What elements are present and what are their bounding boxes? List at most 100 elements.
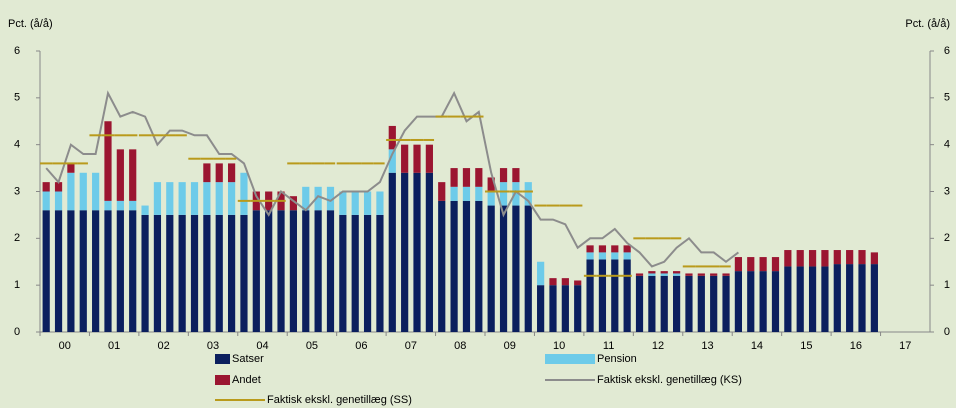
bar-segment (759, 257, 767, 272)
bar-segment (42, 210, 50, 332)
y2-tick-label: 0 (944, 326, 950, 338)
bar-segment (227, 163, 236, 183)
bar-segment (388, 172, 396, 332)
bar-segment (178, 182, 186, 215)
y-tick-label: 4 (14, 139, 20, 151)
y2-tick-label: 3 (944, 185, 950, 197)
x-tick-label: 05 (306, 340, 318, 352)
bar-segment (289, 196, 298, 211)
x-tick-label: 09 (504, 340, 516, 352)
bar-segment (425, 144, 433, 173)
bar-segment (462, 200, 471, 332)
bar-segment (561, 285, 569, 332)
bar-segment (363, 191, 372, 215)
bar-segment (660, 271, 668, 274)
bar-segment (54, 210, 63, 332)
bar-segment (104, 121, 112, 201)
bar-segment (710, 273, 718, 276)
x-tick-label: 17 (899, 340, 911, 352)
x-tick-label: 07 (405, 340, 417, 352)
x-tick-label: 04 (256, 340, 268, 352)
bar-segment (302, 186, 310, 211)
bar-segment (116, 210, 124, 332)
bar-segment (808, 250, 817, 267)
bar-segment (314, 210, 322, 332)
bar-segment (487, 191, 495, 206)
x-tick-label: 02 (157, 340, 169, 352)
bar-segment (537, 261, 545, 286)
bar-segment (870, 252, 878, 265)
bar-segment (438, 200, 446, 332)
y2-axis-label: Pct. (å/å) (905, 18, 950, 30)
bar-segment (141, 214, 149, 332)
x-tick-label: 08 (454, 340, 466, 352)
line (45, 90, 740, 268)
bar-segment (549, 285, 557, 332)
bar-segment (116, 149, 124, 201)
legend-label: Satser (232, 353, 264, 365)
bar-segment (67, 163, 75, 173)
bar-segment (376, 214, 384, 332)
bar-segment (190, 214, 199, 332)
bar-segment (722, 273, 730, 276)
bar-segment (116, 200, 124, 211)
bar-segment (858, 264, 866, 332)
bar-segment (635, 275, 644, 332)
bar-segment (388, 125, 396, 150)
bar-segment (265, 210, 273, 332)
bar-segment (227, 214, 236, 332)
bar-segment (129, 149, 137, 201)
bar-segment (326, 186, 335, 211)
y2-tick-label: 6 (944, 45, 950, 57)
bar-segment (524, 205, 532, 332)
legend-label: Faktisk ekskl. genetillæg (SS) (267, 394, 412, 406)
bar-segment (79, 210, 87, 332)
bar-segment (339, 191, 347, 215)
bar-segment (203, 163, 211, 183)
bar-segment (499, 182, 508, 206)
bar-segment (42, 191, 50, 211)
bar-segment (586, 252, 594, 260)
bar-segment (67, 210, 75, 332)
bar-segment (363, 214, 372, 332)
x-tick-label: 16 (850, 340, 862, 352)
y2-tick-label: 1 (944, 279, 950, 291)
bar-segment (401, 172, 409, 332)
bar-segment (697, 273, 705, 276)
bar-segment (240, 214, 248, 332)
bar-segment (771, 271, 780, 332)
bar-segment (351, 214, 359, 332)
bar-segment (598, 245, 607, 253)
bar-segment (141, 205, 149, 215)
bar-segment (104, 200, 112, 211)
bar-segment (475, 200, 483, 332)
bar-segment (648, 275, 656, 332)
bar-segment (413, 172, 421, 332)
bar-segment (611, 252, 619, 260)
bar-segment (215, 214, 223, 332)
bar-segment (487, 177, 495, 192)
bar-segment (635, 273, 644, 276)
bar-segment (524, 182, 532, 206)
bar-segment (462, 186, 471, 201)
x-tick-label: 03 (207, 340, 219, 352)
bar-segment (79, 172, 87, 211)
bar-segment (722, 275, 730, 332)
bar-segment (648, 273, 656, 276)
x-tick-label: 06 (355, 340, 367, 352)
bar-segment (821, 266, 829, 332)
y-tick-label: 5 (14, 92, 20, 104)
bar-segment (611, 245, 619, 253)
y-tick-label: 2 (14, 232, 20, 244)
legend-label: Pension (597, 353, 637, 365)
bar-segment (129, 200, 137, 211)
bar-segment (425, 172, 433, 332)
bar-segment (351, 191, 359, 215)
bar-segment (574, 285, 582, 332)
bar-segment (672, 271, 681, 274)
bar-segment (833, 264, 841, 332)
legend-label: Faktisk ekskl. genetillæg (KS) (597, 374, 742, 386)
bar-segment (203, 214, 211, 332)
bar-segment (190, 182, 199, 215)
